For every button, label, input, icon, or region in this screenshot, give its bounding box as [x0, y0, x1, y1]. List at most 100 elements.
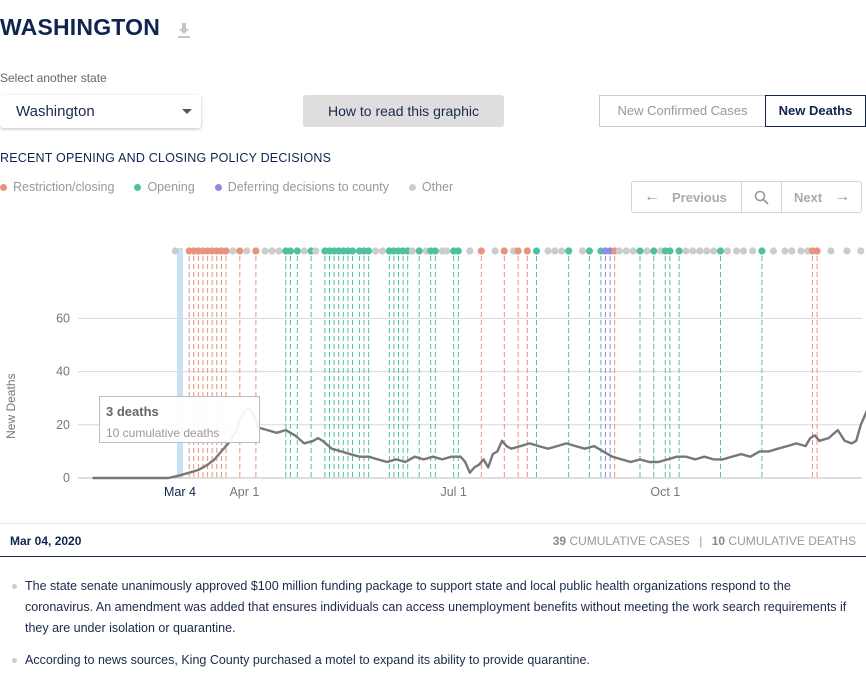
policy-marker: [252, 247, 260, 255]
policy-marker: [578, 247, 587, 255]
x-tick-label: Mar 4: [164, 485, 196, 499]
policy-marker: [243, 247, 251, 255]
cumulative-stats: 39 CUMULATIVE CASES | 10 CUMULATIVE DEAT…: [553, 534, 856, 548]
how-to-read-button[interactable]: How to read this graphic: [303, 95, 504, 127]
legend-item-other: Other: [408, 180, 453, 194]
legend-label: Deferring decisions to county: [227, 180, 389, 194]
state-title: WASHINGTON: [0, 14, 161, 40]
policy-marker: [689, 247, 697, 255]
cumulative-cases-value: 39: [552, 534, 567, 548]
policy-legend: Restriction/closing Opening Deferring de…: [0, 180, 473, 194]
policy-marker: [500, 247, 508, 255]
arrow-right-icon: →: [834, 188, 851, 205]
policy-marker: [769, 247, 778, 255]
policy-marker: [348, 247, 357, 255]
tooltip-primary: 3 deaths: [106, 404, 159, 419]
policy-marker: [454, 247, 462, 255]
policy-marker: [843, 247, 851, 255]
rolling-average-line: [92, 407, 866, 480]
y-tick-label: 0: [63, 471, 70, 485]
note-item: According to news sources, King County p…: [10, 650, 860, 671]
policy-marker: [514, 247, 522, 255]
metric-toggle: New Confirmed Cases New Deaths: [599, 95, 866, 127]
policy-marker: [312, 247, 320, 255]
search-icon: [754, 190, 769, 205]
previous-label: Previous: [672, 189, 727, 205]
county-dot-icon: [214, 183, 222, 191]
policy-marker: [523, 247, 531, 255]
policy-marker: [293, 247, 301, 255]
policy-marker: [813, 247, 821, 255]
next-label: Next: [794, 189, 823, 205]
policy-marker: [739, 247, 748, 255]
policy-marker: [565, 247, 573, 255]
policy-heading: RECENT OPENING AND CLOSING POLICY DECISI…: [0, 151, 332, 165]
policy-marker: [408, 247, 416, 255]
next-button[interactable]: Next →: [782, 182, 861, 212]
opening-dot-icon: [134, 183, 142, 191]
new-deaths-tab[interactable]: New Deaths: [765, 95, 866, 127]
legend-item-restriction: Restriction/closing: [0, 180, 114, 194]
policy-marker: [788, 247, 796, 255]
policy-marker: [431, 247, 439, 255]
x-tick-label: Oct 1: [650, 485, 680, 499]
policy-marker: [365, 247, 373, 255]
previous-button[interactable]: ← Previous: [632, 182, 742, 212]
policy-nav: ← Previous Next →: [631, 181, 862, 213]
policy-marker: [733, 247, 741, 255]
policy-marker: [650, 247, 658, 255]
selected-day-band: [177, 248, 183, 478]
policy-marker: [749, 247, 757, 255]
policy-marker: [758, 247, 766, 255]
policy-marker: [222, 247, 230, 255]
y-tick-label: 60: [56, 311, 70, 325]
policy-marker: [696, 247, 704, 255]
cumulative-cases-label: CUMULATIVE CASES: [569, 534, 690, 548]
policy-marker: [532, 247, 541, 255]
legend-label: Opening: [147, 180, 195, 194]
policy-marker: [378, 247, 386, 255]
y-tick-label: 20: [56, 418, 70, 432]
policy-marker: [622, 247, 630, 255]
select-state-label: Select another state: [0, 71, 107, 85]
policy-marker: [797, 247, 805, 255]
policy-marker: [371, 247, 380, 255]
policy-marker: [466, 247, 474, 255]
policy-marker: [275, 247, 283, 255]
footer-bar: Mar 04, 2020 39 CUMULATIVE CASES | 10 CU…: [0, 523, 866, 557]
policy-marker: [268, 247, 276, 255]
policy-marker: [443, 247, 451, 255]
note-item: The state senate unanimously approved $1…: [10, 576, 860, 639]
policy-marker: [551, 247, 559, 255]
state-select[interactable]: Washington: [0, 95, 201, 128]
chart-tooltip: 3 deaths 10 cumulative deaths: [99, 396, 260, 443]
state-select-value: Washington: [16, 103, 95, 120]
policy-marker: [723, 247, 732, 255]
other-dot-icon: [408, 183, 416, 191]
policy-marker: [675, 247, 683, 255]
policy-marker: [781, 247, 789, 255]
policy-marker: [682, 247, 690, 255]
policy-marker: [171, 247, 179, 255]
new-confirmed-cases-tab[interactable]: New Confirmed Cases: [599, 95, 765, 127]
legend-item-opening: Opening: [134, 180, 195, 194]
policy-marker: [300, 247, 308, 255]
policy-marker: [558, 247, 566, 255]
policy-notes: The state senate unanimously approved $1…: [10, 576, 860, 682]
policy-marker: [229, 247, 237, 255]
restriction-dot-icon: [0, 183, 7, 191]
policy-marker: [491, 247, 499, 255]
policy-marker: [261, 247, 269, 255]
tooltip-secondary: 10 cumulative deaths: [106, 426, 220, 440]
zoom-button[interactable]: [742, 182, 782, 212]
deaths-chart[interactable]: 0 20 40 60 New Deaths Mar 4 Apr 1 Jul 1 Oct 1: [0, 240, 866, 510]
download-icon[interactable]: [176, 22, 192, 40]
cumulative-deaths-label: CUMULATIVE DEATHS: [728, 534, 856, 548]
x-tick-label: Apr 1: [229, 485, 259, 499]
selected-date: Mar 04, 2020: [10, 534, 82, 548]
policy-marker: [544, 247, 552, 255]
policy-marker: [636, 247, 644, 255]
policy-marker: [703, 247, 711, 255]
policy-marker: [643, 247, 651, 255]
policy-marker: [615, 247, 623, 255]
